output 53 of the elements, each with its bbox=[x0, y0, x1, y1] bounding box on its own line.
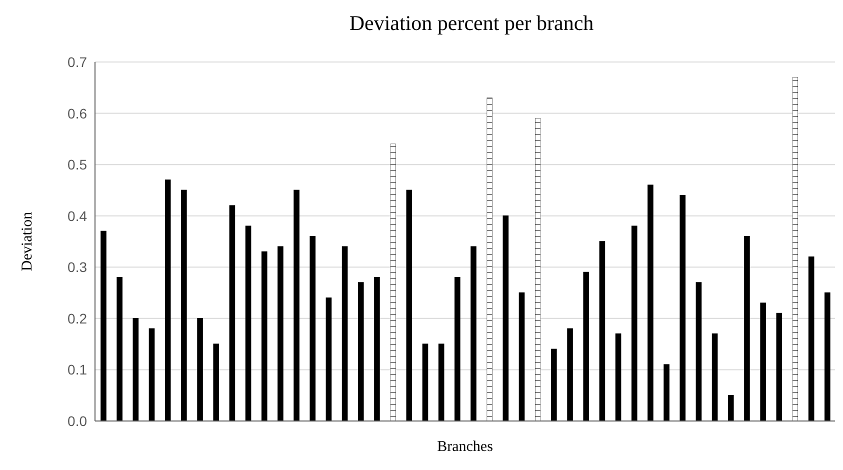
bar bbox=[744, 236, 750, 421]
bar bbox=[342, 246, 348, 421]
bar bbox=[116, 277, 122, 421]
y-tick-label: 0.2 bbox=[68, 310, 88, 326]
bar bbox=[197, 318, 203, 421]
bar bbox=[648, 184, 654, 421]
bar bbox=[374, 277, 380, 421]
bar bbox=[438, 344, 444, 421]
bar bbox=[615, 333, 622, 421]
bar bbox=[454, 277, 460, 421]
bar bbox=[358, 282, 364, 421]
bar bbox=[294, 190, 300, 421]
chart-title: Deviation percent per branch bbox=[348, 10, 595, 37]
bar bbox=[422, 344, 428, 421]
y-tick-label: 0.4 bbox=[68, 208, 88, 224]
y-tick-label: 0.3 bbox=[68, 259, 88, 276]
bar bbox=[100, 230, 106, 421]
bar bbox=[776, 312, 782, 421]
bar bbox=[824, 292, 830, 421]
bar bbox=[229, 205, 236, 421]
y-tick-label: 0.5 bbox=[68, 156, 88, 173]
bar bbox=[470, 246, 476, 421]
bar bbox=[712, 333, 718, 421]
bar bbox=[213, 344, 220, 421]
bar bbox=[261, 251, 268, 421]
x-axis-title: Branches bbox=[437, 439, 494, 455]
bar bbox=[406, 190, 412, 421]
bar bbox=[278, 246, 284, 421]
bar bbox=[245, 226, 252, 421]
bar bbox=[310, 236, 316, 421]
bar bbox=[502, 215, 509, 421]
bar bbox=[696, 282, 702, 421]
bar bbox=[164, 180, 171, 421]
bar bbox=[148, 328, 155, 421]
bar bbox=[567, 328, 573, 421]
y-tick-label: 0.0 bbox=[68, 412, 88, 429]
y-tick-label: 0.7 bbox=[68, 54, 88, 70]
bar bbox=[326, 298, 332, 421]
bar bbox=[760, 302, 766, 421]
bar bbox=[680, 194, 686, 421]
bar bbox=[551, 348, 557, 421]
bar bbox=[518, 292, 525, 421]
bar bbox=[664, 364, 670, 421]
bar bbox=[631, 226, 638, 421]
bar bbox=[728, 394, 734, 421]
y-tick-label: 0.1 bbox=[68, 362, 88, 378]
y-tick-label: 0.6 bbox=[68, 105, 88, 122]
bar bbox=[599, 241, 606, 421]
bar bbox=[583, 272, 590, 421]
bar bbox=[181, 190, 187, 421]
bar bbox=[132, 318, 139, 421]
bar bbox=[808, 256, 814, 421]
y-axis-title: Deviation bbox=[19, 211, 36, 272]
